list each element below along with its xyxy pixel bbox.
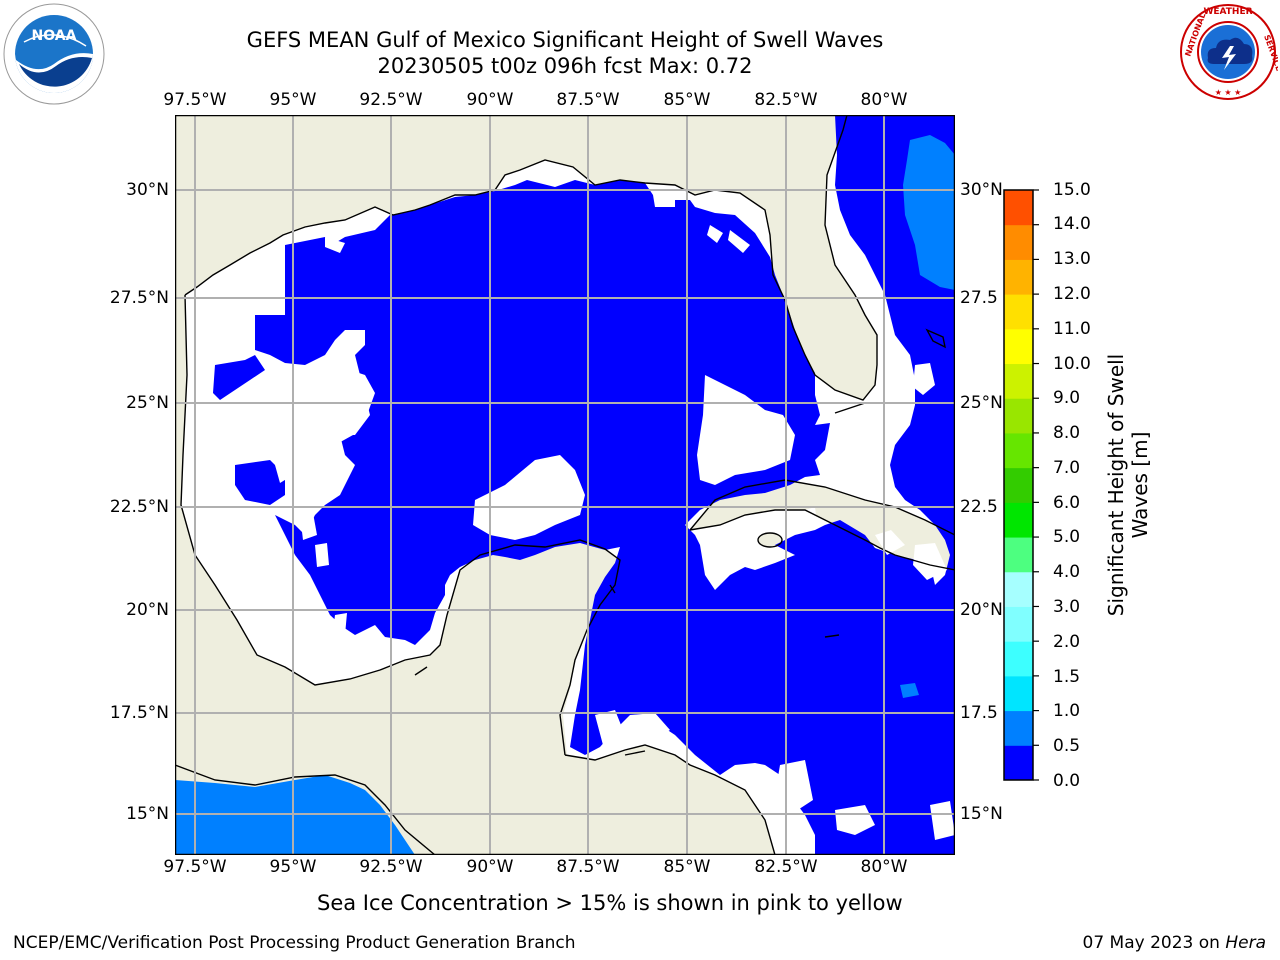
lat-label-right: 30°N <box>960 180 1003 200</box>
colorbar-label-line2: Waves [m] <box>1128 431 1152 539</box>
wave-region-left-patch <box>235 460 285 505</box>
lon-label-bottom: 97.5°W <box>163 857 227 877</box>
svg-text:WEATHER: WEATHER <box>1203 7 1252 17</box>
footer-host: Hera <box>1225 933 1266 953</box>
noaa-logo: NOAA <box>3 3 105 105</box>
wave-region-left-bay <box>213 355 265 400</box>
svg-text:★ ★ ★: ★ ★ ★ <box>1215 88 1242 97</box>
colorbar-tick: 10.0 <box>1053 354 1091 374</box>
lat-label-right: 25°N <box>960 393 1003 413</box>
wave-region-atlantic <box>775 115 955 855</box>
yucatan-land <box>355 543 620 855</box>
colorbar-band <box>1004 259 1033 295</box>
colorbar-tick: 0.5 <box>1053 736 1081 756</box>
lon-label-top: 95°W <box>269 90 317 110</box>
colorbar-label-line1: Significant Height of Swell <box>1104 353 1128 617</box>
colorbar-band <box>1004 190 1033 226</box>
graticule <box>175 115 955 855</box>
lat-label-right: 17.5 <box>960 703 998 723</box>
colorbar-tick: 9.0 <box>1053 388 1081 408</box>
lat-label-left: 22.5°N <box>109 497 169 517</box>
colorbar-tick: 11.0 <box>1053 319 1091 339</box>
colorbar <box>1003 189 1039 781</box>
lon-label-bottom: 80°W <box>860 857 908 877</box>
wave-region-atlantic-swell <box>903 135 955 290</box>
wave-band-0-0.5 <box>213 115 955 855</box>
lon-label-bottom: 87.5°W <box>556 857 620 877</box>
lon-label-top: 85°W <box>663 90 711 110</box>
colorbar-band <box>1004 641 1033 677</box>
lat-label-left: 25°N <box>126 393 169 413</box>
lat-label-right: 15°N <box>960 804 1003 824</box>
colorbar-band <box>1004 675 1033 712</box>
colorbar-band <box>1004 537 1033 573</box>
colorbar-label: Significant Height of Swell Waves [m] <box>1104 354 1152 616</box>
lat-label-left: 27.5°N <box>109 288 169 308</box>
lon-label-top: 97.5°W <box>163 90 227 110</box>
lon-label-top: 80°W <box>860 90 908 110</box>
footer-date-text: 07 May 2023 on <box>1082 933 1226 953</box>
lat-label-left: 15°N <box>126 804 169 824</box>
colorbar-tick: 8.0 <box>1053 423 1081 443</box>
noaa-wordmark: NOAA <box>32 28 77 44</box>
colorbar-band <box>1004 710 1033 746</box>
lon-label-top: 82.5°W <box>754 90 818 110</box>
colorbar-tick: 15.0 <box>1053 180 1091 200</box>
sea-ice-note: Sea Ice Concentration > 15% is shown in … <box>317 891 903 915</box>
colorbar-tick: 6.0 <box>1053 493 1081 513</box>
lat-label-left: 17.5°N <box>109 703 169 723</box>
lon-label-bottom: 85°W <box>663 857 711 877</box>
colorbar-band <box>1004 432 1033 469</box>
lat-label-right: 22.5 <box>960 497 998 517</box>
wave-region-caribbean-swell <box>900 683 919 698</box>
honduras-land <box>565 745 775 855</box>
lon-label-top: 92.5°W <box>359 90 423 110</box>
colorbar-tick: 3.0 <box>1053 597 1081 617</box>
gulf-map <box>175 115 955 855</box>
lon-label-bottom: 92.5°W <box>359 857 423 877</box>
colorbar-band <box>1004 606 1033 642</box>
footer-date: 07 May 2023 on Hera <box>1083 933 1267 953</box>
chart-subtitle: 20230505 t00z 096h fcst Max: 0.72 <box>377 54 753 78</box>
footer-credit: NCEP/EMC/Verification Post Processing Pr… <box>13 933 576 953</box>
no-data-pockets <box>200 225 955 840</box>
colorbar-band <box>1004 398 1033 434</box>
colorbar-band <box>1004 328 1033 365</box>
lat-label-left: 30°N <box>126 180 169 200</box>
colorbar-tick: 7.0 <box>1053 458 1081 478</box>
colorbar-tick: 1.5 <box>1053 667 1081 687</box>
colorbar-band <box>1004 294 1033 330</box>
colorbar-band <box>1004 224 1033 260</box>
nws-logo: WEATHER NATIONAL SERVICE ★ ★ ★ <box>1180 4 1278 100</box>
colorbar-tick: 1.0 <box>1053 701 1081 721</box>
colorbar-tick: 12.0 <box>1053 284 1091 304</box>
lon-label-bottom: 82.5°W <box>754 857 818 877</box>
lon-label-top: 87.5°W <box>556 90 620 110</box>
isle-land <box>758 533 782 547</box>
colorbar-tick: 14.0 <box>1053 214 1091 234</box>
colorbar-tick: 2.0 <box>1053 632 1081 652</box>
colorbar-tick: 5.0 <box>1053 527 1081 547</box>
lat-label-right: 20°N <box>960 600 1003 620</box>
colorbar-band <box>1004 363 1033 399</box>
lat-label-left: 20°N <box>126 600 169 620</box>
colorbar-band <box>1004 571 1033 607</box>
lon-label-bottom: 95°W <box>269 857 317 877</box>
lon-label-top: 90°W <box>466 90 514 110</box>
colorbar-tick: 13.0 <box>1053 249 1091 269</box>
colorbar-band <box>1004 745 1033 781</box>
lat-label-right: 27.5 <box>960 288 998 308</box>
chart-title: GEFS MEAN Gulf of Mexico Significant Hei… <box>246 28 884 52</box>
colorbar-tick: 0.0 <box>1053 771 1081 791</box>
lon-label-bottom: 90°W <box>466 857 514 877</box>
colorbar-band <box>1004 467 1033 503</box>
colorbar-band <box>1004 502 1033 538</box>
colorbar-tick: 4.0 <box>1053 562 1081 582</box>
